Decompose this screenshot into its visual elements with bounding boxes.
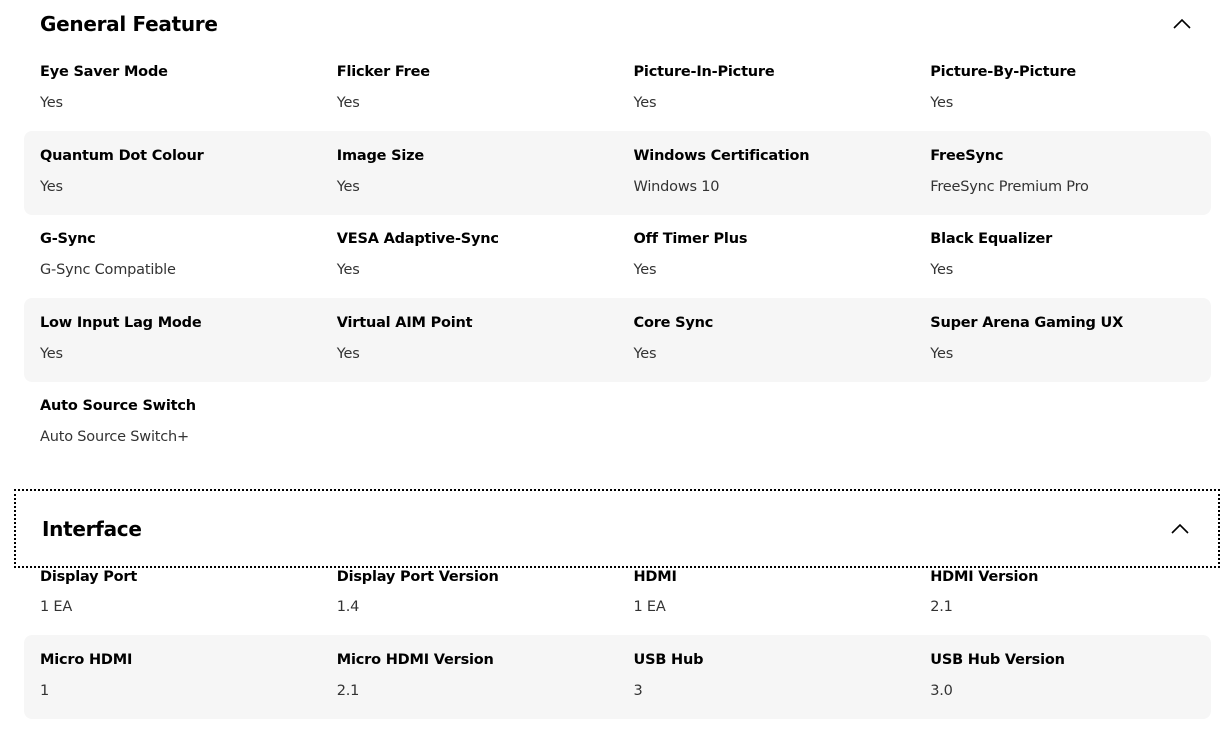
spec-item: Auto Source Switch Auto Source Switch+	[24, 381, 325, 465]
spec-value: FreeSync Premium Pro	[930, 179, 1089, 195]
spec-value: 1	[40, 683, 50, 699]
spec-item: Picture-In-Picture Yes	[618, 47, 915, 131]
spec-value: Yes	[633, 346, 657, 362]
spec-item: Display Port 1 EA	[24, 568, 321, 635]
spec-label: Display Port	[40, 569, 138, 585]
spec-value: Yes	[336, 262, 360, 278]
spec-label: Image Size	[336, 148, 424, 164]
spec-value: G-Sync Compatible	[40, 262, 176, 278]
spec-label: Auto Source Switch	[40, 398, 196, 414]
spec-value: Yes	[930, 346, 954, 362]
spec-label: Black Equalizer	[930, 231, 1053, 247]
spec-label: Virtual AIM Point	[336, 315, 473, 331]
section-header-interface[interactable]: Interface	[14, 489, 1220, 568]
chevron-up-icon[interactable]	[1170, 12, 1194, 36]
spec-item: HDMI Version 2.1	[914, 568, 1211, 635]
spec-value: Yes	[40, 95, 63, 111]
spec-label: Quantum Dot Colour	[40, 148, 204, 164]
spec-item: Off Timer Plus Yes	[618, 214, 915, 298]
section-header-general-feature[interactable]: General Feature	[14, 0, 1220, 48]
spec-label: HDMI Version	[930, 569, 1039, 585]
spec-label: Micro HDMI	[40, 652, 133, 668]
spec-label: Picture-In-Picture	[633, 64, 775, 80]
spec-item: Windows Certification Windows 10	[618, 131, 915, 215]
spec-value: 3.0	[930, 683, 953, 699]
spec-value: 1 EA	[40, 599, 73, 615]
spec-value: Auto Source Switch+	[40, 429, 189, 445]
spec-value: 1 EA	[633, 599, 666, 615]
chevron-up-icon[interactable]	[1168, 517, 1192, 541]
spec-label: Super Arena Gaming UX	[930, 315, 1124, 331]
spec-item: G-Sync G-Sync Compatible	[24, 214, 321, 298]
spec-value: Yes	[930, 262, 954, 278]
spec-value: Yes	[336, 179, 360, 195]
spec-item: Virtual AIM Point Yes	[321, 298, 618, 382]
spec-value: Yes	[633, 262, 657, 278]
spec-row: Low Input Lag Mode Yes Virtual AIM Point Ye…	[24, 298, 1211, 382]
spec-item: Core Sync Yes	[618, 298, 915, 382]
spec-item: USB Hub 3	[618, 635, 915, 719]
spec-value: 1.4	[336, 599, 360, 615]
spec-row: G-Sync G-Sync Compatible VESA Adaptive-Syn…	[24, 214, 1211, 298]
spec-value: Yes	[930, 95, 954, 111]
spec-label: USB Hub Version	[930, 652, 1065, 668]
spec-label: Low Input Lag Mode	[40, 315, 202, 331]
spec-value: 2.1	[336, 683, 360, 699]
spec-value: Yes	[633, 95, 657, 111]
spec-label: Flicker Free	[336, 64, 430, 80]
spec-label: Windows Certification	[633, 148, 810, 164]
spec-value: 2.1	[930, 599, 953, 615]
spec-value: Yes	[40, 179, 63, 195]
spec-row: Micro HDMI 1 Micro HDMI Version 2.1 USB Hub 3…	[24, 635, 1211, 719]
spec-value: Yes	[40, 346, 63, 362]
spec-label: Eye Saver Mode	[40, 64, 168, 80]
spec-label: G-Sync	[40, 231, 96, 247]
spec-item: Micro HDMI Version 2.1	[321, 635, 618, 719]
spec-item: Super Arena Gaming UX Yes	[914, 298, 1211, 382]
spec-value: 3	[633, 683, 643, 699]
spec-item: Flicker Free Yes	[321, 47, 618, 131]
spec-label: Off Timer Plus	[633, 231, 748, 247]
spec-item: Display Port Version 1.4	[321, 568, 618, 635]
spec-value: Yes	[336, 346, 360, 362]
spec-item: Micro HDMI 1	[24, 635, 321, 719]
spec-label: Picture-By-Picture	[930, 64, 1077, 80]
spec-item: VESA Adaptive-Sync Yes	[321, 214, 618, 298]
spec-label: Display Port Version	[336, 569, 499, 585]
spec-label: Micro HDMI Version	[336, 652, 494, 668]
spec-item: Image Size Yes	[321, 131, 618, 215]
spec-item: USB Hub Version 3.0	[914, 635, 1211, 719]
section-title: Interface	[42, 516, 142, 541]
spec-item: Picture-By-Picture Yes	[914, 47, 1211, 131]
spec-item: FreeSync FreeSync Premium Pro	[914, 131, 1211, 215]
spec-item: Low Input Lag Mode Yes	[24, 298, 321, 382]
spec-item: Quantum Dot Colour Yes	[24, 131, 321, 215]
spec-item: Black Equalizer Yes	[914, 214, 1211, 298]
spec-label: FreeSync	[930, 148, 1004, 164]
spec-row: Quantum Dot Colour Yes Image Size Yes Window…	[24, 131, 1211, 215]
spec-label: HDMI	[633, 569, 677, 585]
section-title: General Feature	[40, 12, 218, 36]
spec-row: Auto Source Switch Auto Source Switch+	[24, 381, 1211, 465]
spec-row: Eye Saver Mode Yes Flicker Free Yes Picture-…	[24, 47, 1211, 131]
spec-label: VESA Adaptive-Sync	[336, 231, 499, 247]
spec-item: HDMI 1 EA	[618, 568, 915, 635]
spec-label: USB Hub	[633, 652, 704, 668]
spec-value: Yes	[336, 95, 360, 111]
spec-item: Eye Saver Mode Yes	[24, 47, 321, 131]
spec-row: Display Port 1 EA Display Port Version 1.4 H…	[24, 568, 1211, 635]
spec-label: Core Sync	[633, 315, 714, 331]
spec-value: Windows 10	[633, 179, 720, 195]
